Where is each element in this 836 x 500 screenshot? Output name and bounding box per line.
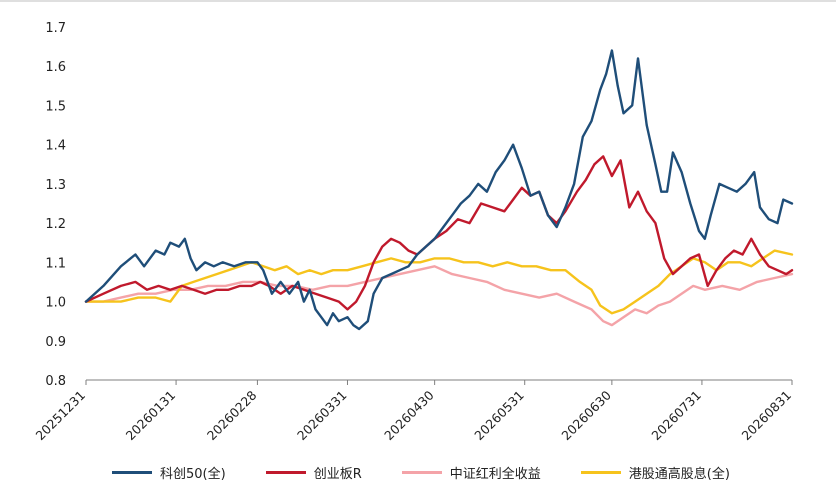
legend-label: 科创50(全) — [160, 466, 226, 482]
x-tick-label: 20260630 — [558, 387, 614, 443]
y-axis: 0.8 0.9 1.0 1.1 1.2 1.3 1.4 1.5 1.6 1.7 — [45, 21, 66, 389]
series-line-2 — [84, 265, 794, 327]
legend-item: 科创50(全) — [112, 463, 226, 482]
series-line-0 — [84, 49, 794, 331]
legend-swatch — [112, 470, 152, 474]
y-tick-label: 0.9 — [45, 335, 66, 350]
y-tick-label: 1.1 — [45, 256, 66, 271]
legend: 科创50(全) 创业板R 中证红利全收益 港股通高股息(全) — [112, 462, 770, 482]
y-tick-label: 1.3 — [45, 178, 66, 193]
legend-label: 创业板R — [313, 466, 362, 482]
x-tick-label: 20260228 — [204, 387, 260, 443]
legend-label: 中证红利全收益 — [449, 466, 541, 482]
legend-item: 创业板R — [265, 463, 362, 482]
legend-label: 港股通高股息(全) — [628, 466, 730, 482]
y-tick-label: 1.5 — [45, 99, 66, 114]
y-tick-label: 1.4 — [45, 139, 66, 154]
x-tick-label: 20260831 — [739, 388, 795, 444]
legend-swatch — [265, 470, 306, 474]
x-tick-label: 20260531 — [471, 388, 527, 444]
y-tick-label: 1.7 — [45, 21, 66, 36]
x-axis: 20251231 20260131 20260228 20260331 20260430… — [33, 379, 795, 444]
x-tick-label: 20260131 — [123, 388, 179, 444]
legend-swatch — [401, 470, 442, 474]
x-tick-label: 20260430 — [381, 387, 437, 443]
series-line-1 — [84, 155, 794, 311]
y-tick-label: 1.0 — [45, 296, 66, 311]
legend-item: 港股通高股息(全) — [580, 463, 730, 482]
y-tick-label: 1.6 — [45, 60, 66, 75]
x-tick-label: 20251231 — [33, 388, 89, 444]
y-tick-label: 0.8 — [45, 374, 66, 389]
series-layer — [84, 49, 794, 331]
x-tick-label: 20260331 — [294, 388, 350, 444]
x-tick-label: 20260731 — [648, 388, 704, 444]
legend-item: 中证红利全收益 — [401, 463, 541, 482]
y-tick-label: 1.2 — [45, 217, 66, 232]
legend-swatch — [580, 470, 621, 474]
